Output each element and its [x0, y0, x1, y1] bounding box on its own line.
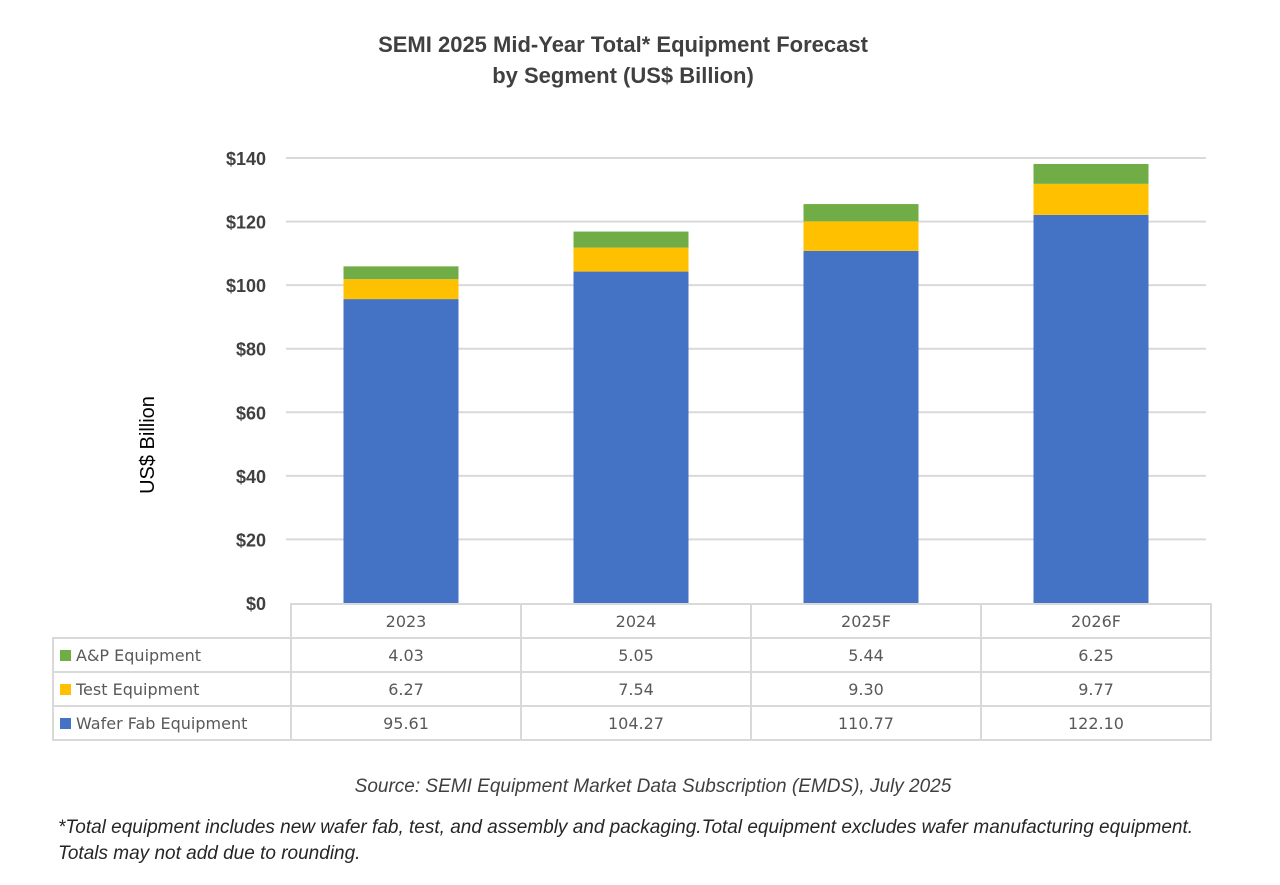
bar-a-p-equipment-2026F: [1033, 163, 1149, 184]
y-axis-label: US$ Billion: [137, 396, 159, 494]
category-label: 2024: [520, 603, 752, 639]
y-tick-label: $100: [226, 276, 266, 296]
table-cell: 110.77: [750, 705, 982, 741]
legend-label: A&P Equipment: [76, 645, 202, 665]
table-cell: 95.61: [290, 705, 522, 741]
chart-title-line1: SEMI 2025 Mid-Year Total* Equipment Fore…: [378, 32, 868, 57]
legend-swatch-wfe: [60, 717, 71, 729]
table-header-row: 2023 2024 2025F 2026F: [53, 603, 1212, 639]
y-tick-label: $60: [236, 403, 266, 423]
chart-title-line2: by Segment (US$ Billion): [492, 63, 754, 88]
legend-label: Wafer Fab Equipment: [76, 713, 248, 733]
table-cell: 122.10: [980, 705, 1212, 741]
bar-wafer-fab-equipment-2025F: [803, 250, 919, 603]
data-table: 2023 2024 2025F 2026F A&P Equipment 4.03…: [52, 603, 1212, 741]
bar-test-equipment-2023: [343, 279, 459, 300]
table-cell: 104.27: [520, 705, 752, 741]
bar-a-p-equipment-2025F: [803, 204, 919, 222]
source-note: Source: SEMI Equipment Market Data Subsc…: [354, 776, 952, 797]
category-label: 2025F: [750, 603, 982, 639]
table-cell: 5.05: [520, 637, 752, 673]
bar-a-p-equipment-2023: [343, 266, 459, 280]
table-cell: 9.30: [750, 671, 982, 707]
y-tick-label: $40: [236, 467, 266, 487]
table-row: Wafer Fab Equipment 95.61 104.27 110.77 …: [52, 705, 1212, 741]
legend-label: Test Equipment: [76, 679, 200, 699]
category-label: 2026F: [980, 603, 1212, 639]
bar-test-equipment-2025F: [803, 221, 919, 251]
bar-wafer-fab-equipment-2024: [573, 271, 689, 603]
bar-test-equipment-2024: [573, 247, 689, 272]
footnote: *Total equipment includes new wafer fab,…: [58, 817, 1194, 864]
bar-wafer-fab-equipment-2026F: [1033, 214, 1149, 603]
bar-a-p-equipment-2024: [573, 231, 689, 248]
y-tick-label: $120: [226, 213, 266, 233]
category-label: 2023: [290, 603, 522, 639]
table-cell: 6.27: [290, 671, 522, 707]
table-cell: 4.03: [290, 637, 522, 673]
bar-wafer-fab-equipment-2023: [343, 299, 459, 603]
table-cell: 7.54: [520, 671, 752, 707]
table-row: A&P Equipment 4.03 5.05 5.44 6.25: [52, 637, 1212, 673]
y-tick-label: $80: [236, 340, 266, 360]
bar-test-equipment-2026F: [1033, 183, 1149, 215]
legend-swatch-ap: [60, 649, 71, 661]
y-tick-label: $20: [236, 530, 266, 550]
table-cell: 5.44: [750, 637, 982, 673]
legend-swatch-test: [60, 683, 71, 695]
table-row: Test Equipment 6.27 7.54 9.30 9.77: [52, 671, 1212, 707]
table-cell: 6.25: [980, 637, 1212, 673]
y-tick-label: $140: [226, 149, 266, 169]
table-cell: 9.77: [980, 671, 1212, 707]
